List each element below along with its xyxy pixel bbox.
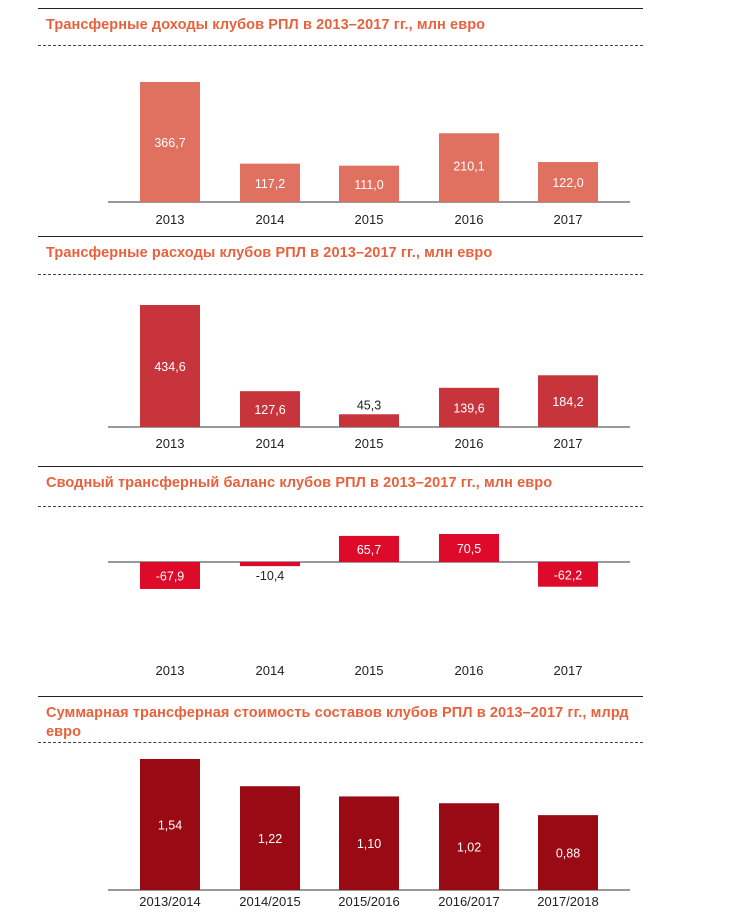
x-tick-label: 2014/2015 bbox=[239, 894, 300, 909]
bar-value-label: 70,5 bbox=[457, 542, 481, 556]
x-tick-label: 2016 bbox=[455, 212, 484, 227]
x-tick-label: 2013/2014 bbox=[139, 894, 200, 909]
bar bbox=[538, 375, 598, 427]
x-tick-label: 2014 bbox=[256, 663, 285, 678]
bar bbox=[339, 165, 399, 202]
bar bbox=[339, 414, 399, 427]
x-tick-label: 2016 bbox=[455, 436, 484, 451]
chart-expenses: 434,6 2013 127,6 2014 45,3 2015 139,6 2016 184,2… bbox=[108, 305, 630, 451]
x-tick-label: 2014 bbox=[256, 436, 285, 451]
bar bbox=[339, 796, 399, 890]
x-tick-label: 2015 bbox=[355, 436, 384, 451]
bar bbox=[439, 387, 499, 427]
bar bbox=[439, 133, 499, 202]
chart-panel-income: Трансферные доходы клубов РПЛ в 2013–201… bbox=[38, 8, 643, 230]
chart-panel-expenses: Трансферные расходы клубов РПЛ в 2013–20… bbox=[38, 236, 643, 462]
bar bbox=[339, 535, 399, 562]
x-tick-label: 2017 bbox=[554, 663, 583, 678]
title-separator bbox=[38, 742, 643, 743]
bar-value-label: 117,2 bbox=[255, 177, 285, 191]
x-tick-label: 2013 bbox=[156, 663, 185, 678]
bar-value-label: 1,10 bbox=[357, 837, 381, 851]
bar bbox=[140, 759, 200, 890]
x-tick-label: 2015 bbox=[355, 212, 384, 227]
chart-title-squad-value: Суммарная трансферная стоимость составов… bbox=[46, 705, 629, 740]
bar-value-label: 1,22 bbox=[258, 832, 282, 846]
bar-value-label: 122,0 bbox=[552, 176, 583, 190]
bar bbox=[140, 562, 200, 589]
bar-value-label: 0,88 bbox=[556, 847, 580, 861]
bar bbox=[140, 305, 200, 427]
chart-squad-value: 1,54 2013/2014 1,22 2014/2015 1,10 2015/2016 1… bbox=[108, 759, 630, 909]
x-tick-label: 2016/2017 bbox=[438, 894, 499, 909]
x-tick-label: 2015/2016 bbox=[338, 894, 399, 909]
bar bbox=[240, 163, 300, 202]
bar bbox=[538, 815, 598, 890]
bar bbox=[240, 562, 300, 567]
title-separator bbox=[38, 45, 643, 46]
bar-value-label: -67,9 bbox=[156, 569, 185, 583]
panel-top-rule bbox=[38, 236, 643, 237]
bar-value-label: 434,6 bbox=[154, 360, 185, 374]
title-separator bbox=[38, 506, 643, 507]
chart-title-expenses: Трансферные расходы клубов РПЛ в 2013–20… bbox=[46, 245, 493, 261]
bar-value-label: 184,2 bbox=[552, 395, 583, 409]
x-tick-label: 2016 bbox=[455, 663, 484, 678]
bar-value-label: -10,4 bbox=[256, 569, 285, 583]
title-separator bbox=[38, 274, 643, 275]
chart-balance: -67,9 2013 -10,4 2014 65,7 2015 70,5 2016 -62,2 2… bbox=[108, 534, 630, 678]
bar-value-label: 127,6 bbox=[254, 403, 285, 417]
x-tick-label: 2017 bbox=[554, 212, 583, 227]
panel-top-rule bbox=[38, 8, 643, 9]
bar-value-label: 45,3 bbox=[357, 398, 381, 412]
bar bbox=[240, 391, 300, 427]
x-tick-label: 2017 bbox=[554, 436, 583, 451]
bar-value-label: 366,7 bbox=[154, 136, 185, 150]
chart-title-balance: Сводный трансферный баланс клубов РПЛ в … bbox=[46, 475, 553, 491]
panel-top-rule bbox=[38, 696, 643, 697]
bar-value-label: 65,7 bbox=[357, 543, 381, 557]
x-tick-label: 2013 bbox=[156, 212, 185, 227]
bar-value-label: -62,2 bbox=[554, 568, 583, 582]
panel-top-rule bbox=[38, 466, 643, 467]
bar-value-label: 1,54 bbox=[158, 819, 182, 833]
bar-value-label: 139,6 bbox=[453, 401, 484, 415]
x-tick-label: 2015 bbox=[355, 663, 384, 678]
bar bbox=[538, 562, 598, 587]
chart-panel-squad-value: Суммарная трансферная стоимость составов… bbox=[38, 696, 643, 916]
x-tick-label: 2017/2018 bbox=[537, 894, 598, 909]
bar-value-label: 1,02 bbox=[457, 841, 481, 855]
chart-title-income: Трансферные доходы клубов РПЛ в 2013–201… bbox=[46, 17, 486, 33]
chart-panel-balance: Сводный трансферный баланс клубов РПЛ в … bbox=[38, 466, 643, 690]
bar bbox=[240, 786, 300, 890]
chart-income: 366,7 2013 117,2 2014 111,0 2015 210,1 2016 122,… bbox=[108, 82, 630, 227]
bar bbox=[439, 803, 499, 890]
bar bbox=[439, 534, 499, 562]
x-tick-label: 2013 bbox=[156, 436, 185, 451]
bar-value-label: 210,1 bbox=[453, 160, 484, 174]
x-tick-label: 2014 bbox=[256, 212, 285, 227]
bar-value-label: 111,0 bbox=[354, 178, 383, 192]
bar bbox=[140, 82, 200, 202]
bar bbox=[538, 162, 598, 202]
